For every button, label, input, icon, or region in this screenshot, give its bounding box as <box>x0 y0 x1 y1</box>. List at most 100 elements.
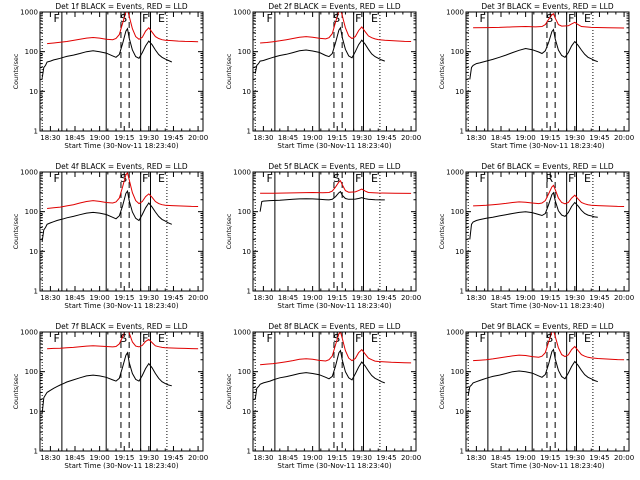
x-tick-label: 19:15 <box>327 134 347 142</box>
chart-title: Det 9f BLACK = Events, RED = LLD <box>481 322 614 331</box>
plot-frame <box>39 11 204 132</box>
x-tick-label: 19:45 <box>163 454 183 462</box>
plot-area: EFRFE <box>466 172 625 291</box>
chart-title: Det 3f BLACK = Events, RED = LLD <box>481 2 614 11</box>
y-tick-label: 1 <box>460 288 464 296</box>
plot-area: EFSFE <box>466 12 625 131</box>
x-tick-label: 18:45 <box>491 454 511 462</box>
chart-title: Det 8f BLACK = Events, RED = LLD <box>268 322 401 331</box>
x-tick-label: 19:00 <box>90 134 110 142</box>
x-tick-label: 19:30 <box>352 294 372 302</box>
x-tick-label: 19:15 <box>114 454 134 462</box>
series-line-lld <box>260 180 412 194</box>
x-tick-label: 20:00 <box>401 134 421 142</box>
chart-panel: Det 9f BLACK = Events, RED = LLDEFSFE1 10… <box>438 322 634 470</box>
plot-frame <box>465 331 630 452</box>
chart-panel: Det 8f BLACK = Events, RED = LLDEFSFE110… <box>225 322 421 470</box>
marker-label: E <box>584 12 591 25</box>
x-axis-label: Start Time (30-Nov-11 18:23:40) <box>277 462 391 470</box>
y-axis-label: Counts/sec <box>225 373 233 409</box>
marker-label: E <box>158 332 165 345</box>
plot-frame <box>39 171 204 292</box>
marker-label: F <box>355 12 361 25</box>
x-tick-label: 19:00 <box>90 454 110 462</box>
y-tick-label: 1 <box>34 128 38 136</box>
marker-label: F <box>480 12 486 25</box>
x-tick-label: 20:00 <box>188 454 208 462</box>
x-tick-label: 18:30 <box>40 454 60 462</box>
chart-panel: Det 1f BLACK = Events, RED = LLDEFSFE1 10… <box>12 2 208 150</box>
y-tick-label: 1000 <box>446 329 464 337</box>
x-tick-label: 18:30 <box>253 134 273 142</box>
y-tick-label: 1000 <box>446 9 464 17</box>
y-tick-label: 10 <box>455 408 464 416</box>
y-tick-label: 1000 <box>233 9 251 17</box>
plot-area: EFSFE <box>40 12 199 131</box>
series-line-lld <box>47 12 199 45</box>
y-tick-label: 10 <box>29 88 38 96</box>
x-axis-label: Start Time (30-Nov-11 18:23:40) <box>64 462 178 470</box>
x-tick-label: 19:30 <box>139 454 159 462</box>
x-tick-label: 19:45 <box>163 134 183 142</box>
y-tick-label: 10 <box>29 408 38 416</box>
x-tick-label: 19:15 <box>540 294 560 302</box>
series-line-events <box>254 26 385 74</box>
marker-label: F <box>54 172 60 185</box>
chart-title: Det 1f BLACK = Events, RED = LLD <box>55 2 188 11</box>
y-axis-label: Counts/sec <box>225 213 233 249</box>
marker-label: F <box>142 172 148 185</box>
x-tick-label: 19:45 <box>589 134 609 142</box>
x-tick-label: 18:45 <box>491 134 511 142</box>
chart-title: Det 7f BLACK = Events, RED = LLD <box>55 322 188 331</box>
x-tick-label: 19:00 <box>516 134 536 142</box>
x-tick-label: 19:15 <box>114 294 134 302</box>
plot-frame <box>39 331 204 452</box>
y-tick-label: 10 <box>242 88 251 96</box>
x-tick-label: 19:15 <box>540 134 560 142</box>
x-tick-label: 19:00 <box>303 134 323 142</box>
series-line-lld <box>473 332 625 362</box>
marker-label: F <box>355 172 361 185</box>
y-tick-label: 100 <box>238 48 251 56</box>
x-tick-label: 19:30 <box>139 294 159 302</box>
marker-label: F <box>480 332 486 345</box>
x-tick-label: 20:00 <box>188 134 208 142</box>
y-tick-label: 1 <box>247 128 251 136</box>
x-tick-label: 18:30 <box>253 454 273 462</box>
series-line-lld <box>47 332 199 350</box>
series-line-lld <box>260 332 412 366</box>
marker-label: F <box>54 12 60 25</box>
x-tick-label: 19:45 <box>163 294 183 302</box>
x-tick-label: 19:45 <box>589 294 609 302</box>
plot-area: EFSFE <box>466 332 625 451</box>
marker-label: R <box>546 172 554 185</box>
y-tick-label: 100 <box>238 208 251 216</box>
marker-label: F <box>568 12 574 25</box>
y-tick-label: 100 <box>25 48 38 56</box>
x-tick-label: 20:00 <box>401 294 421 302</box>
chart-title: Det 6f BLACK = Events, RED = LLD <box>481 162 614 171</box>
x-tick-label: 20:00 <box>614 294 634 302</box>
series-line-lld <box>260 12 412 44</box>
marker-label: E <box>371 12 378 25</box>
y-tick-label: 1000 <box>20 329 38 337</box>
marker-label: E <box>371 172 378 185</box>
marker-label: F <box>568 172 574 185</box>
y-tick-label: 100 <box>25 208 38 216</box>
chart-panel: Det 3f BLACK = Events, RED = LLDEFSFE1 10… <box>438 2 634 150</box>
chart-panel: Det 2f BLACK = Events, RED = LLDEFSFE1 10… <box>225 2 421 150</box>
series-line-events <box>41 351 172 414</box>
series-line-events <box>41 27 173 78</box>
x-tick-label: 19:30 <box>352 454 372 462</box>
x-tick-label: 19:00 <box>516 294 536 302</box>
marker-label: E <box>584 172 591 185</box>
x-tick-label: 19:30 <box>565 294 585 302</box>
y-tick-label: 1000 <box>20 9 38 17</box>
x-tick-label: 19:00 <box>90 294 110 302</box>
x-tick-label: 18:30 <box>40 134 60 142</box>
x-tick-label: 18:30 <box>253 294 273 302</box>
x-axis-label: Start Time (30-Nov-11 18:23:40) <box>490 142 604 150</box>
x-tick-label: 18:30 <box>466 454 486 462</box>
marker-label: F <box>142 332 148 345</box>
